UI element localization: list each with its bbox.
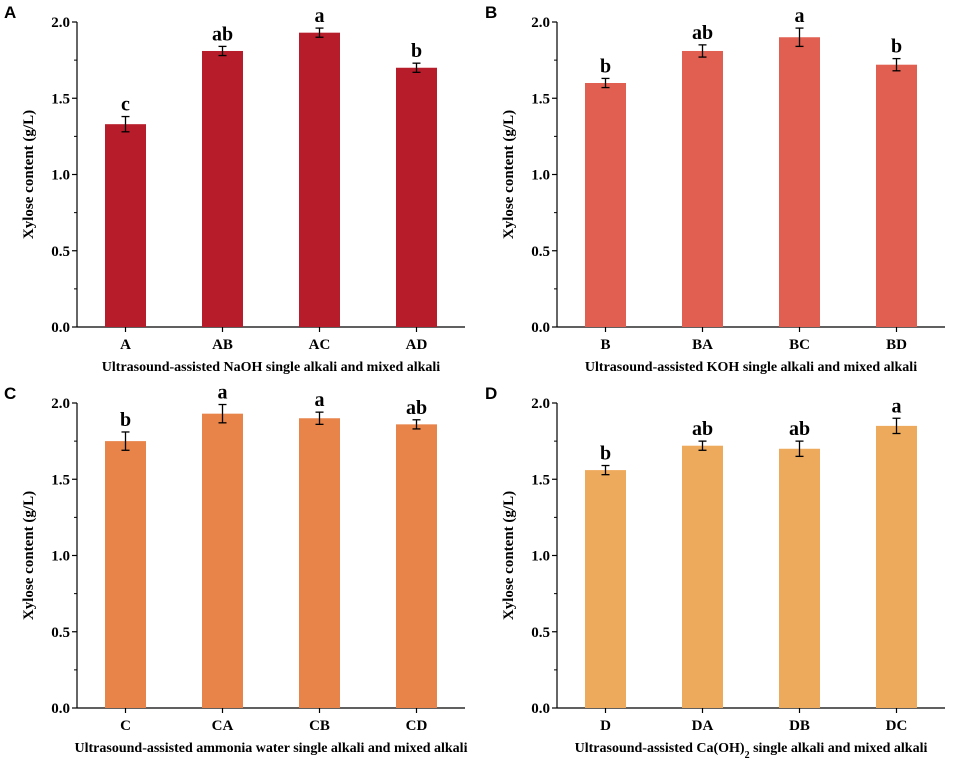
significance-label: ab [406, 397, 427, 419]
x-tick-label: BD [886, 337, 907, 353]
y-tick-label: 0.0 [531, 701, 550, 717]
bar-bd [876, 64, 917, 327]
bar-db [779, 448, 820, 708]
significance-label: ab [692, 22, 713, 44]
y-axis-title: Xylose content (g/L) [501, 110, 517, 239]
significance-label: a [315, 389, 325, 411]
y-tick-label: 2.0 [531, 15, 550, 31]
bar-ba [682, 50, 723, 327]
y-tick-label: 1.5 [531, 91, 550, 107]
x-tick-label: AB [212, 337, 233, 353]
y-tick-label: 2.0 [531, 396, 550, 412]
bar-ad [396, 67, 437, 327]
x-axis-title: Ultrasound-assisted NaOH single alkali a… [102, 360, 441, 375]
x-axis-title-text: Ultrasound-assisted NaOH single alkali a… [102, 360, 441, 375]
x-tick-label: BA [692, 337, 713, 353]
significance-label: b [120, 409, 131, 431]
x-axis-title-text: Ultrasound-assisted ammonia water single… [75, 741, 468, 756]
x-axis-title-text: Ultrasound-assisted Ca(OH) [575, 741, 745, 756]
x-tick-label: C [120, 718, 131, 734]
y-tick-label: 1.0 [51, 168, 70, 184]
bar-a [105, 124, 146, 327]
x-axis-title-subscript: 2 [745, 750, 750, 760]
significance-label: b [600, 55, 611, 77]
y-tick-label: 0.0 [531, 320, 550, 336]
chart-panel-c: C 0.0 0.5 1.0 1.5 2.0 b Ca CA a CB ab CD Ultrasound-a… [4, 382, 468, 756]
bar-da [682, 445, 723, 708]
y-tick-label: 2.0 [51, 15, 70, 31]
x-tick-label: DC [886, 718, 908, 734]
y-tick-label: 0.5 [531, 244, 550, 260]
panel-letter: D [485, 384, 497, 403]
significance-label: b [600, 443, 611, 465]
y-tick-label: 0.5 [51, 244, 70, 260]
bar-dc [876, 425, 917, 708]
y-axis-title: Xylose content (g/L) [21, 491, 37, 620]
x-axis-title-tail: single alkali and mixed alkali [750, 741, 928, 756]
significance-label: a [315, 5, 325, 27]
x-tick-label: AC [309, 337, 331, 353]
x-axis-title: Ultrasound-assisted Ca(OH)2 single alkal… [575, 741, 928, 760]
chart-panel-d: D 0.0 0.5 1.0 1.5 2.0 b Dab DA ab DB a DC Ultrasound-… [485, 384, 945, 760]
x-tick-label: BC [789, 337, 810, 353]
y-tick-label: 0.5 [531, 625, 550, 641]
bar-ac [299, 32, 340, 328]
significance-label: a [892, 395, 902, 417]
y-axis-title: Xylose content (g/L) [21, 110, 37, 239]
significance-label: b [411, 40, 422, 62]
bar-cd [396, 424, 437, 708]
x-tick-label: CB [309, 718, 330, 734]
y-tick-label: 0.0 [51, 701, 70, 717]
x-tick-label: B [600, 337, 610, 353]
y-tick-label: 1.0 [531, 549, 550, 565]
bar-bc [779, 37, 820, 327]
significance-label: ab [692, 418, 713, 440]
significance-label: ab [789, 418, 810, 440]
significance-label: a [795, 5, 805, 27]
x-axis-title: Ultrasound-assisted ammonia water single… [75, 741, 468, 756]
x-tick-label: AD [406, 337, 428, 353]
y-tick-label: 1.5 [51, 91, 70, 107]
y-tick-label: 1.5 [531, 472, 550, 488]
x-tick-label: CD [406, 718, 428, 734]
panel-letter: B [485, 3, 497, 22]
bar-d [585, 470, 626, 708]
x-tick-label: DB [789, 718, 810, 734]
chart-panel-b: B 0.0 0.5 1.0 1.5 2.0 b Bab BA a BC b BD Ultrasound-a… [485, 3, 945, 375]
y-axis-title: Xylose content (g/L) [501, 491, 517, 620]
bar-cb [299, 418, 340, 708]
x-tick-label: CA [212, 718, 234, 734]
y-tick-label: 1.0 [531, 168, 550, 184]
chart-panel-a: A 0.0 0.5 1.0 1.5 2.0 c Aab AB a AC b AD Ultrasound-a… [4, 3, 465, 375]
significance-label: b [891, 36, 902, 58]
x-axis-title: Ultrasound-assisted KOH single alkali an… [585, 360, 917, 375]
y-tick-label: 1.0 [51, 549, 70, 565]
y-tick-label: 0.0 [51, 320, 70, 336]
x-tick-label: A [120, 337, 131, 353]
y-tick-label: 1.5 [51, 472, 70, 488]
bar-b [585, 83, 626, 327]
bar-c [105, 441, 146, 708]
y-tick-label: 0.5 [51, 625, 70, 641]
significance-label: a [218, 382, 228, 404]
x-tick-label: DA [692, 718, 714, 734]
bar-ab [202, 50, 243, 327]
bar-ca [202, 413, 243, 708]
panel-letter: A [4, 3, 16, 22]
significance-label: ab [212, 23, 233, 45]
significance-label: c [121, 94, 130, 116]
x-tick-label: D [600, 718, 611, 734]
x-axis-title-text: Ultrasound-assisted KOH single alkali an… [585, 360, 917, 375]
y-tick-label: 2.0 [51, 396, 70, 412]
panel-letter: C [4, 384, 16, 403]
